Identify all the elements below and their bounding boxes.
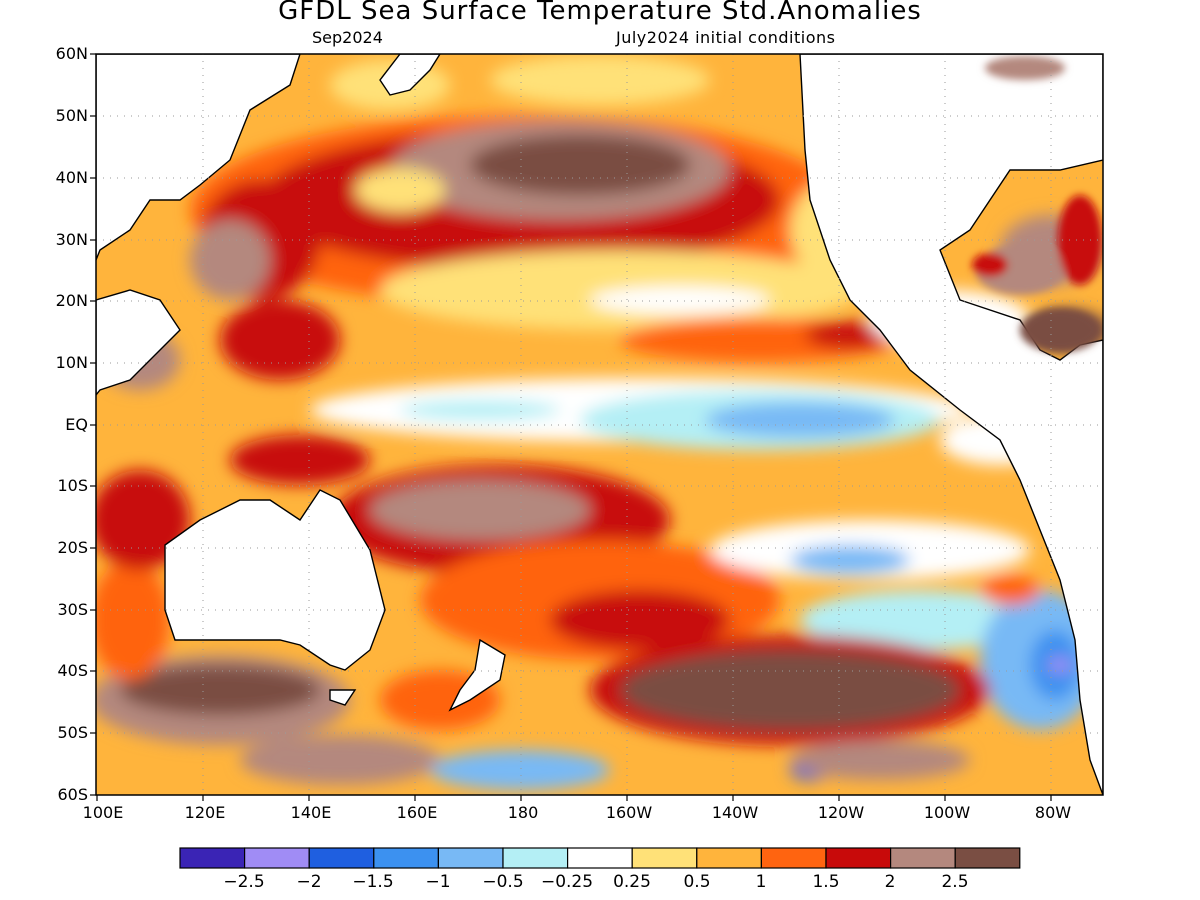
lon-label-120w: 120W	[817, 803, 865, 822]
colorbar-label: −1.5	[352, 872, 394, 892]
colorbar-label: 0.25	[613, 872, 651, 892]
lat-label-20n: 20N	[55, 291, 88, 310]
lat-label-30s: 30S	[57, 600, 88, 619]
colorbar-swatch	[502, 847, 569, 869]
colorbar-label: −0.25	[540, 872, 594, 892]
colorbar-swatch	[566, 847, 633, 869]
lat-label-20s: 20S	[57, 538, 88, 557]
colorbar-swatch	[373, 847, 439, 869]
colorbar-swatch	[760, 847, 827, 869]
initial-conditions: July2024 initial conditions	[616, 28, 836, 47]
lat-label-50n: 50N	[55, 106, 88, 125]
colorbar-label: 2.5	[941, 872, 969, 892]
lon-label-160w: 160W	[605, 803, 653, 822]
colorbar-label: 1.5	[812, 872, 840, 892]
map-title: GFDL Sea Surface Temperature Std.Anomali…	[278, 0, 922, 26]
lon-label-120e: 120E	[184, 803, 226, 822]
lat-label-eq: EQ	[65, 415, 88, 434]
lat-label-10s: 10S	[57, 476, 88, 495]
colorbar-swatch	[308, 847, 375, 869]
colorbar-swatch	[954, 847, 1021, 869]
colorbar-label: −2.5	[223, 872, 265, 892]
anomaly-field	[96, 54, 1103, 795]
lat-label-10n: 10N	[55, 353, 88, 372]
land-masks	[96, 54, 1103, 795]
lat-label-30n: 30N	[55, 230, 88, 249]
lon-label-80w: 80W	[1034, 803, 1072, 822]
colorbar-label: −1	[425, 872, 451, 892]
lon-label-140e: 140E	[290, 803, 332, 822]
colorbar-label: −2	[296, 872, 322, 892]
lat-label-60s: 60S	[57, 785, 88, 804]
colorbar-label: 2	[884, 872, 896, 892]
colorbar-swatch	[631, 847, 698, 869]
colorbar-swatch	[825, 847, 892, 869]
lon-label-100w: 100W	[923, 803, 971, 822]
colorbar-swatch	[244, 847, 310, 869]
lat-label-60n: 60N	[55, 44, 88, 63]
colorbar-swatch	[179, 847, 246, 869]
forecast-month: Sep2024	[312, 28, 383, 47]
colorbar-swatch	[437, 847, 504, 869]
axis-ticks	[90, 53, 1052, 801]
lon-label-100e: 100E	[82, 803, 124, 822]
colorbar-label: 0.5	[683, 872, 711, 892]
colorbar	[179, 847, 1021, 869]
lon-label-160e: 160E	[396, 803, 438, 822]
colorbar-label: 1	[755, 872, 767, 892]
colorbar-swatch	[696, 847, 762, 869]
lat-label-40s: 40S	[57, 661, 88, 680]
lat-label-50s: 50S	[57, 723, 88, 742]
lon-label-180: 180	[507, 803, 539, 822]
colorbar-swatch	[889, 847, 956, 869]
colorbar-label: −0.5	[482, 872, 524, 892]
lat-label-40n: 40N	[55, 168, 88, 187]
lon-label-140w: 140W	[711, 803, 759, 822]
